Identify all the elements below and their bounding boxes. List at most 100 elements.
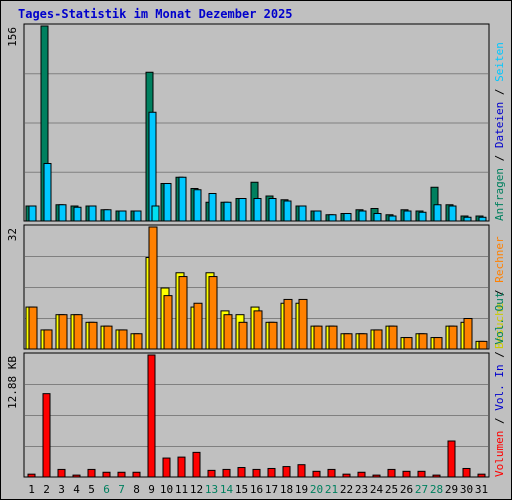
bar-volume-volumen-day-10: [162, 457, 171, 478]
ymax-label-visits: 32: [6, 228, 19, 241]
bar-volume-volumen-day-13: [207, 469, 216, 478]
bar-visits-rechner-day-28: [433, 337, 443, 350]
bar-visits-rechner-day-10: [163, 295, 173, 350]
x-tick-label-1: 1: [28, 483, 35, 496]
bar-visits-rechner-day-11: [178, 276, 188, 350]
chart-title: Tages-Statistik im Monat Dezember 2025: [18, 7, 293, 21]
bar-volume-volumen-day-30: [462, 467, 471, 478]
bar-visits-rechner-day-17: [268, 321, 278, 350]
bar-volume-volumen-day-18: [282, 466, 291, 478]
bar-hits-seiten-day-9: [151, 205, 160, 222]
bar-hits-dateien-day-30: [463, 216, 472, 222]
legend-top: Anfragen / Dateien / Seiten: [493, 42, 506, 221]
bar-hits-dateien-day-1: [28, 205, 37, 222]
bar-volume-volumen-day-8: [132, 471, 141, 478]
bar-volume-volumen-day-6: [102, 471, 111, 478]
bar-visits-rechner-day-29: [448, 325, 458, 350]
bar-visits-rechner-day-20: [313, 325, 323, 350]
x-tick-label-25: 25: [385, 483, 398, 496]
bar-visits-rechner-day-13: [208, 276, 218, 350]
bar-volume-volumen-day-7: [117, 471, 126, 478]
legend-middle: Besuche / Rechner: [493, 236, 506, 349]
bar-hits-dateien-day-15: [238, 198, 247, 222]
bar-hits-dateien-day-2: [43, 163, 52, 222]
x-tick-label-21: 21: [325, 483, 338, 496]
bar-volume-volumen-day-9: [147, 354, 156, 478]
bar-volume-volumen-day-20: [312, 470, 321, 478]
bar-visits-rechner-day-7: [118, 329, 128, 350]
x-tick-label-5: 5: [88, 483, 95, 496]
x-tick-label-28: 28: [430, 483, 443, 496]
bar-volume-volumen-day-29: [447, 440, 456, 478]
bar-visits-rechner-day-5: [88, 321, 98, 350]
x-tick-label-11: 11: [175, 483, 188, 496]
legend-item-dateien: Dateien: [493, 102, 506, 148]
x-tick-label-22: 22: [340, 483, 353, 496]
bar-volume-volumen-day-16: [252, 468, 261, 478]
x-tick-label-8: 8: [133, 483, 140, 496]
bar-volume-volumen-day-14: [222, 468, 231, 478]
legend-separator: /: [493, 283, 506, 303]
bar-volume-volumen-day-24: [372, 474, 381, 478]
bar-volume-volumen-day-31: [477, 473, 486, 478]
bar-volume-volumen-day-27: [417, 470, 426, 478]
bar-visits-rechner-day-12: [193, 302, 203, 350]
x-tick-label-10: 10: [160, 483, 173, 496]
x-tick-label-14: 14: [220, 483, 234, 496]
bar-hits-dateien-day-28: [433, 204, 442, 222]
ymax-label-volume: 12.88 KB: [6, 356, 19, 409]
bar-visits-rechner-day-14: [223, 314, 233, 350]
bar-hits-dateien-day-9: [148, 111, 157, 222]
bar-hits-dateien-day-10: [163, 183, 172, 222]
legend-bottom: Volumen / Vol. In / Vol. Out: [493, 292, 506, 477]
x-tick-label-29: 29: [445, 483, 458, 496]
bar-visits-rechner-day-8: [133, 333, 143, 350]
x-tick-label-31: 31: [475, 483, 488, 496]
legend-separator: /: [493, 411, 506, 431]
legend-item-volumen: Volumen: [493, 431, 506, 477]
bar-hits-dateien-day-23: [358, 210, 367, 222]
x-tick-label-9: 9: [148, 483, 155, 496]
x-tick-label-16: 16: [250, 483, 263, 496]
bar-volume-volumen-day-4: [72, 474, 81, 478]
x-tick-label-18: 18: [280, 483, 293, 496]
x-tick-label-24: 24: [370, 483, 384, 496]
x-tick-label-13: 13: [205, 483, 218, 496]
legend-item-volout: Vol. Out: [493, 292, 506, 345]
legend-separator: /: [493, 148, 506, 168]
x-tick-label-17: 17: [265, 483, 278, 496]
bar-hits-dateien-day-17: [268, 198, 277, 222]
bar-volume-volumen-day-28: [432, 474, 441, 478]
bar-hits-dateien-day-16: [253, 198, 262, 222]
bar-hits-dateien-day-24: [373, 213, 382, 222]
bar-volume-volumen-day-25: [387, 468, 396, 478]
bar-volume-volumen-day-26: [402, 470, 411, 478]
bar-volume-volumen-day-17: [267, 467, 276, 478]
bar-visits-rechner-day-30: [463, 318, 473, 350]
bar-visits-rechner-day-26: [403, 337, 413, 350]
bar-hits-dateien-day-19: [298, 205, 307, 222]
bar-visits-rechner-day-2: [43, 329, 53, 350]
bar-visits-rechner-day-21: [328, 325, 338, 350]
bar-hits-dateien-day-5: [88, 205, 97, 222]
bar-volume-volumen-day-19: [297, 464, 306, 478]
x-tick-label-6: 6: [103, 483, 110, 496]
bar-visits-rechner-day-31: [478, 340, 488, 350]
bar-visits-rechner-day-16: [253, 310, 263, 350]
bar-hits-dateien-day-29: [448, 205, 457, 222]
bar-visits-rechner-day-27: [418, 333, 428, 350]
bar-visits-rechner-day-4: [73, 314, 83, 350]
bar-visits-rechner-day-24: [373, 329, 383, 350]
bar-volume-volumen-day-5: [87, 468, 96, 478]
x-tick-label-4: 4: [73, 483, 80, 496]
legend-separator: /: [493, 345, 506, 365]
bar-visits-rechner-day-22: [343, 333, 353, 350]
legend-item-volin: Vol. In: [493, 364, 506, 410]
bar-hits-dateien-day-26: [403, 210, 412, 222]
x-tick-label-30: 30: [460, 483, 473, 496]
bar-visits-rechner-day-19: [298, 298, 308, 350]
bar-volume-volumen-day-23: [357, 471, 366, 478]
x-tick-label-19: 19: [295, 483, 308, 496]
